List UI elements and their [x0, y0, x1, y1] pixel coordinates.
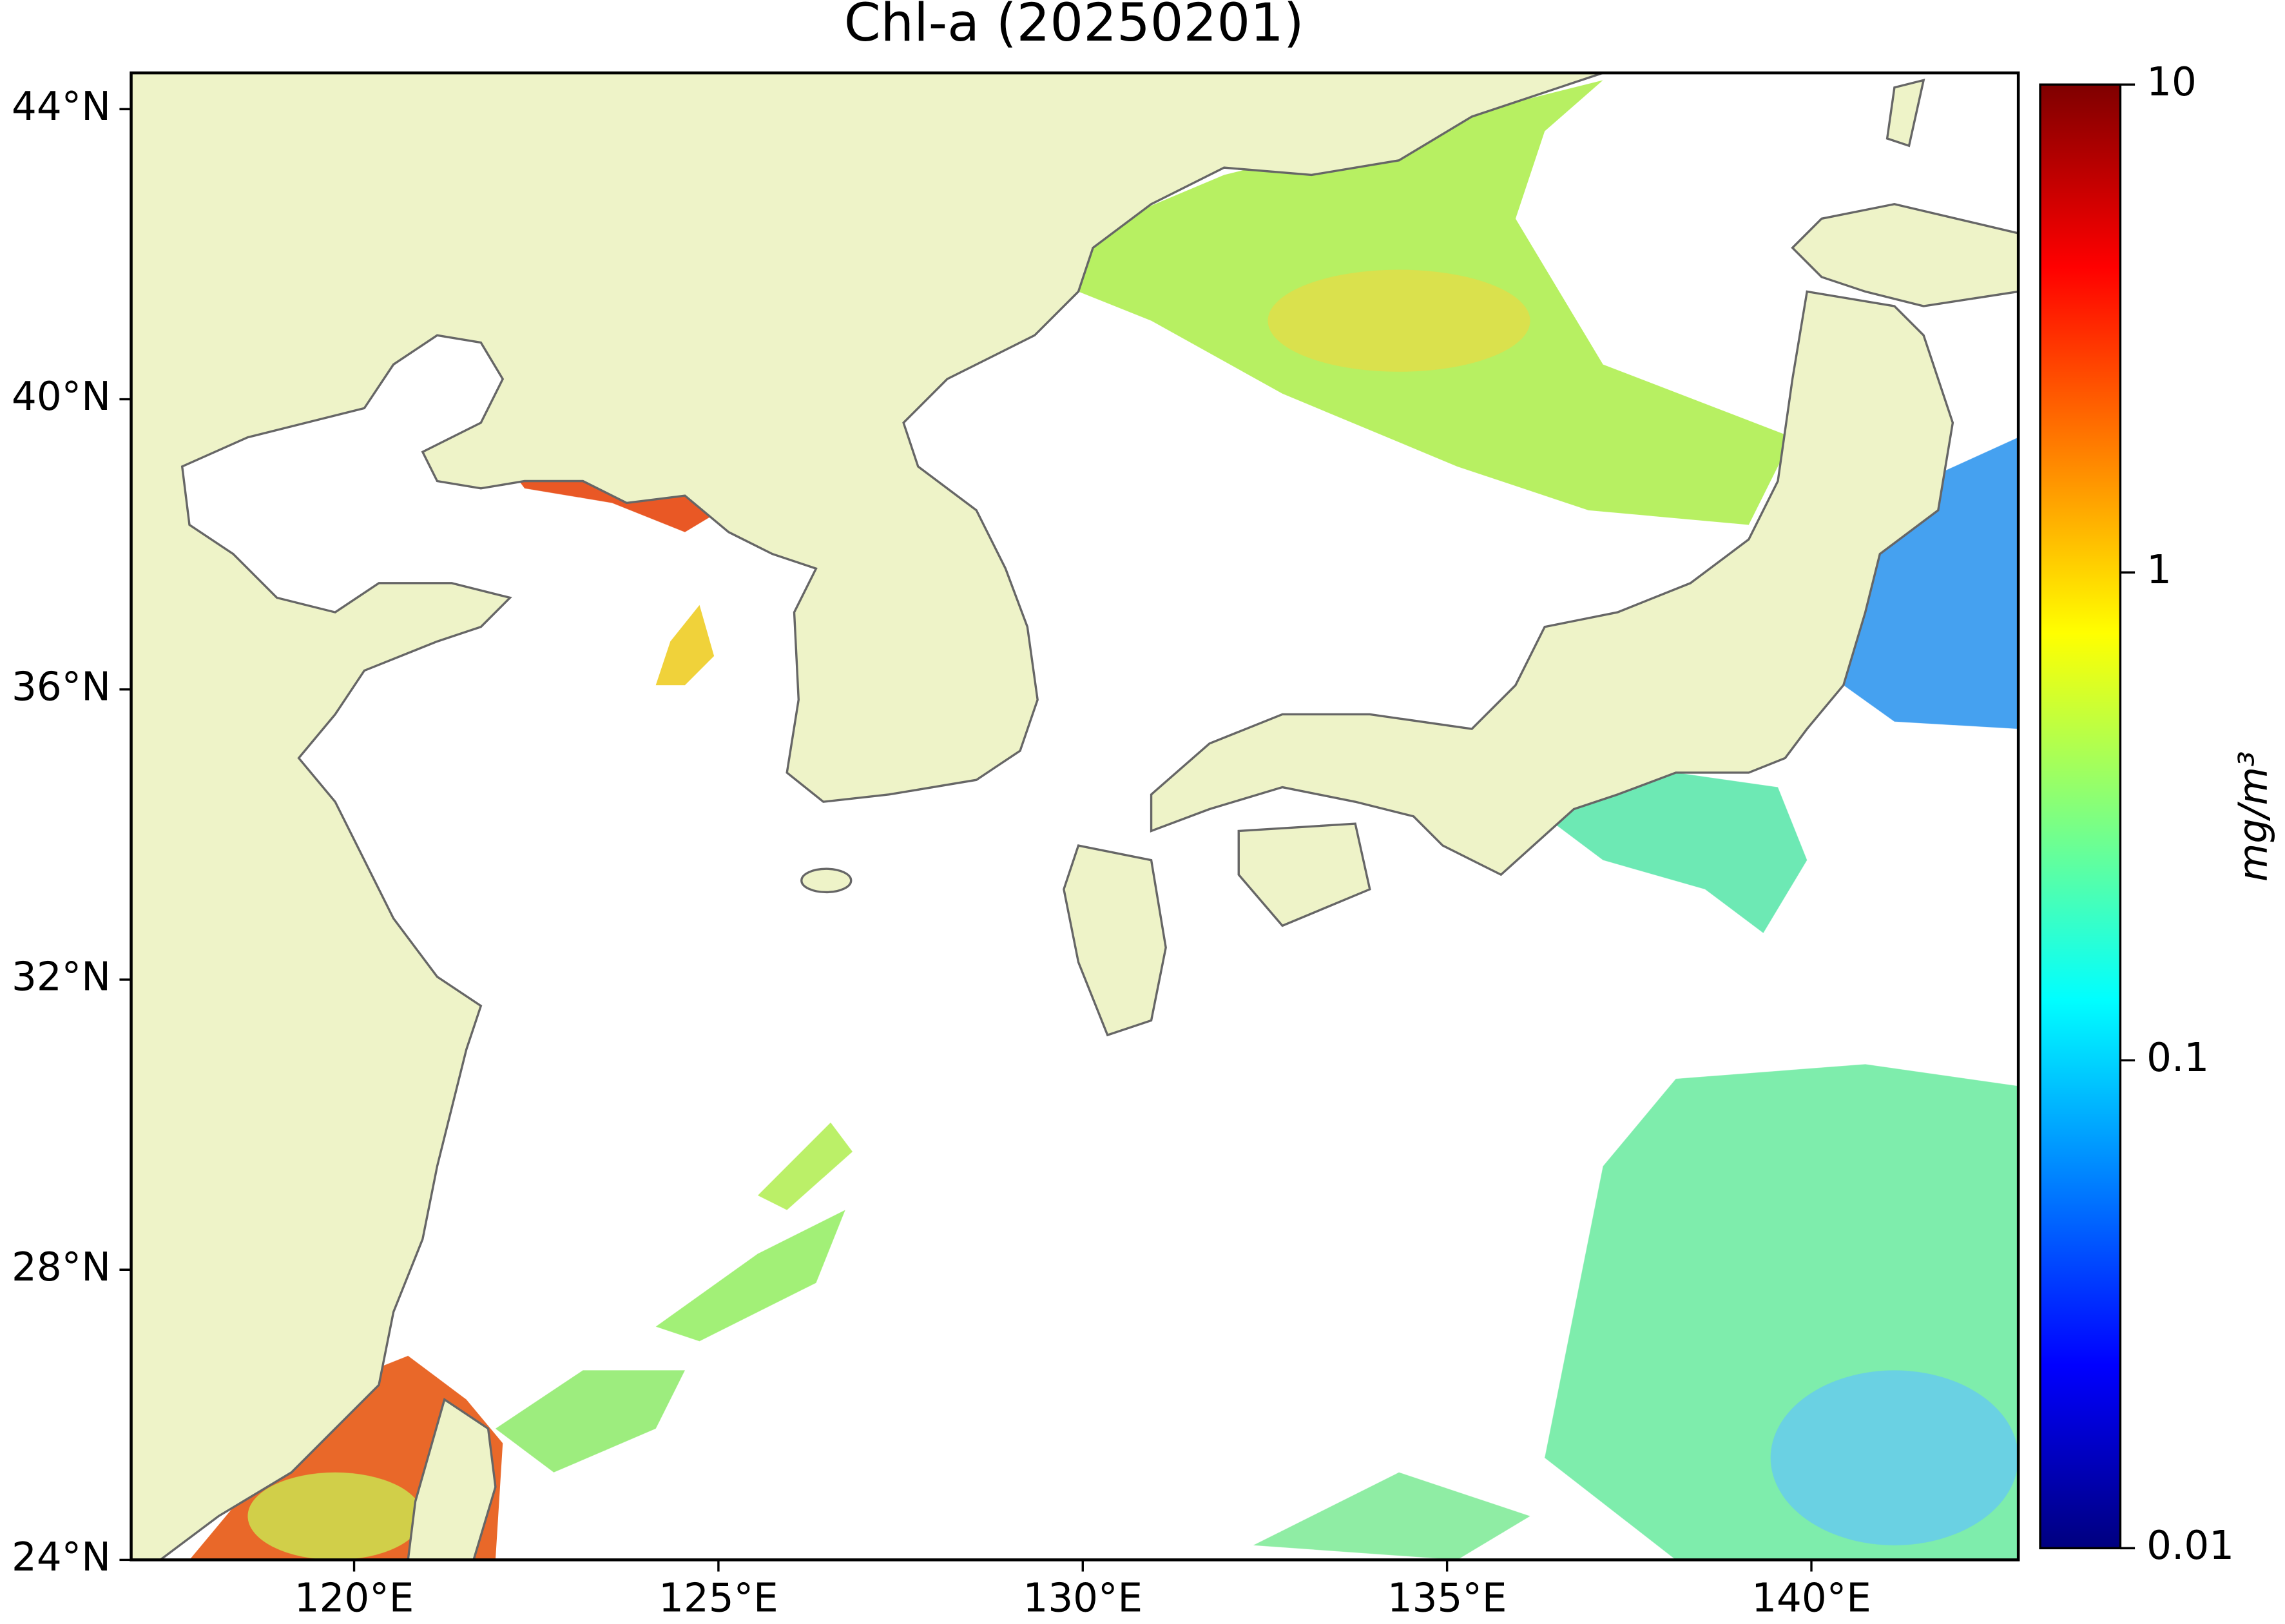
y-tick-label: 36°N [12, 664, 111, 710]
y-tick-label: 40°N [12, 374, 111, 420]
x-tick-label: 135°E [1387, 1575, 1507, 1621]
colorbar-tick-label: 0.01 [2146, 1523, 2234, 1569]
y-tick-label: 28°N [12, 1244, 111, 1290]
chl-patch [757, 1122, 853, 1210]
island [1237, 822, 1371, 927]
x-tick-label: 125°E [659, 1575, 778, 1621]
x-tick-label: 120°E [294, 1575, 414, 1621]
y-tick-label: 44°N [12, 84, 111, 130]
island [407, 1397, 497, 1560]
island [1791, 202, 2019, 307]
chl-patch [1268, 269, 1530, 372]
chl-patch [495, 1370, 685, 1473]
y-tick-label: 32°N [12, 954, 111, 1000]
chl-patch [1253, 1472, 1530, 1560]
colorbar [2039, 83, 2122, 1550]
colorbar-label: mg/m³ [2230, 751, 2276, 882]
chl-patch [655, 604, 715, 686]
map-title: Chl-a (20250201) [844, 0, 1304, 53]
plot-frame [130, 71, 2020, 1561]
map-layers [131, 73, 2019, 1560]
x-tick-label: 130°E [1023, 1575, 1142, 1621]
island [1885, 79, 1925, 148]
colorbar-tick-label: 1 [2146, 547, 2172, 593]
colorbar-tick-label: 10 [2146, 59, 2197, 105]
continent [131, 73, 1604, 1560]
chl-patch [1545, 772, 1808, 933]
chl-patch [247, 1472, 423, 1560]
chl-patch [655, 1210, 845, 1342]
island [800, 867, 853, 894]
y-tick-label: 24°N [12, 1534, 111, 1580]
x-tick-label: 140°E [1751, 1575, 1871, 1621]
island [1063, 844, 1167, 1037]
chl-patch [1770, 1370, 2019, 1545]
colorbar-tick-label: 0.1 [2146, 1035, 2209, 1081]
land [131, 73, 2019, 1560]
island [1150, 290, 1954, 876]
